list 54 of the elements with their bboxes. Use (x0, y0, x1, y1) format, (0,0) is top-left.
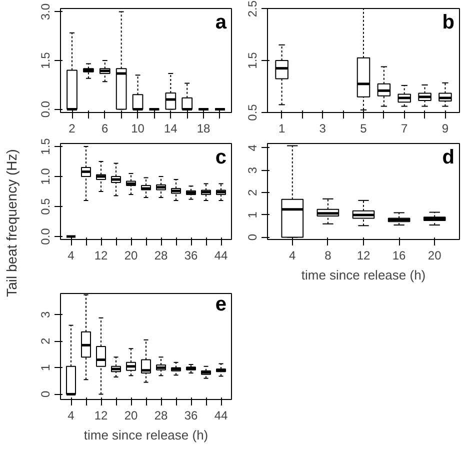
y-tick-label: 1 (246, 211, 260, 218)
chart-title: e (215, 294, 226, 316)
y-tick-label: 2 (38, 338, 52, 345)
y-tick-label: 1.5 (38, 138, 52, 155)
y-tick-label: 4 (246, 144, 260, 152)
y-tick-label: 1 (38, 364, 52, 372)
x-tick-label: 12 (356, 248, 370, 262)
x-tick-label: 16 (392, 248, 406, 262)
y-tick-label: 3.0 (38, 3, 52, 20)
x-tick-label: 20 (124, 408, 138, 422)
x-tick-label: 44 (214, 408, 228, 422)
y-tick-label: 3 (246, 166, 260, 174)
x-tick-label: 4 (68, 248, 75, 262)
x-tick-label: 20 (124, 248, 138, 262)
x-tick-label: 6 (102, 122, 109, 136)
x-tick-label: 12 (94, 248, 108, 262)
chart-title: b (442, 12, 454, 34)
y-tick-label: 0.5 (246, 104, 260, 121)
x-tick-label: 3 (319, 122, 326, 136)
x-tick-label: 10 (131, 122, 145, 136)
y-tick-label: 3 (38, 311, 52, 318)
y-tick-label: 1.5 (246, 52, 260, 69)
y-tick-label: 0 (246, 234, 260, 241)
y-tick-label: 0.0 (38, 228, 52, 245)
x-tick-label: 12 (94, 408, 108, 422)
y-tick-label: 2.5 (246, 0, 260, 18)
y-tick-label: 1.0 (38, 168, 52, 185)
x-axis-title: time since release (h) (301, 268, 426, 282)
x-tick-label: 28 (154, 408, 168, 422)
chart-title: c (215, 146, 226, 168)
chart-title: a (215, 12, 228, 34)
x-tick-label: 4 (68, 408, 75, 422)
y-tick-label: 0.0 (38, 100, 52, 118)
x-tick-label: 7 (401, 122, 408, 136)
x-tick-label: 9 (442, 122, 449, 136)
x-tick-label: 2 (68, 122, 76, 136)
y-tick-label: 2 (246, 188, 260, 196)
x-tick-label: 44 (214, 248, 228, 262)
x-axis-title: time since release (h) (84, 428, 208, 442)
y-tick-label: 1.5 (38, 52, 52, 69)
x-tick-label: 4 (289, 248, 296, 262)
y-tick-label: 0.5 (38, 198, 52, 215)
x-tick-label: 36 (184, 248, 198, 262)
chart-title: d (442, 146, 454, 168)
x-tick-label: 8 (324, 248, 332, 262)
x-tick-label: 14 (164, 122, 178, 136)
x-tick-label: 5 (360, 122, 368, 136)
x-tick-label: 1 (278, 122, 286, 136)
x-tick-label: 28 (154, 248, 168, 262)
x-tick-label: 18 (196, 122, 211, 136)
y-tick-label: 0 (38, 390, 52, 398)
y-axis-title: Tail beat frequency (Hz) (4, 149, 20, 297)
x-tick-label: 20 (428, 248, 442, 262)
x-tick-label: 36 (184, 408, 198, 422)
